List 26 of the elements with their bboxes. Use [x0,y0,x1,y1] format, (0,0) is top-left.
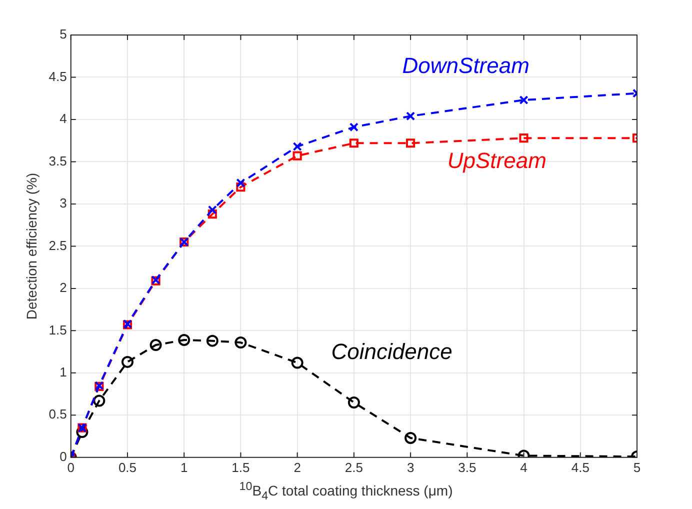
y-axis-title: Detection efficiency (%) [23,172,40,320]
series-label: UpStream [447,148,546,173]
x-tick-label: 2 [294,460,301,475]
x-tick-label: 3 [406,460,414,475]
x-tick-label: 5 [633,460,641,475]
y-tick-label: 3.5 [48,153,67,168]
x-tick-label: 1 [180,460,188,475]
x-tick-label: 0.5 [118,460,137,475]
y-tick-label: 3 [60,196,67,211]
x-tick-label: 4.5 [571,460,590,475]
series-label: Coincidence [331,338,452,364]
y-tick-label: 4.5 [48,68,67,84]
y-tick-label: 0.5 [48,406,67,422]
x-tick-label: 3.5 [458,460,476,475]
y-tick-label: 5 [60,26,67,42]
y-tick-label: 2.5 [48,238,67,253]
x-axis-title: $^{10}$B$_{4}$C total coating thickness (μm) [238,480,454,502]
y-tick-label: 1.5 [48,322,67,338]
y-tick-label: 2 [60,280,67,296]
x-tick-label: 2.5 [344,460,363,475]
x-tick-label: 1.5 [232,460,250,475]
x-tick-label: 4 [520,460,528,475]
y-tick-label: 4 [60,111,67,126]
series-label: DownStream [402,53,530,78]
y-tick-label: 1 [60,364,67,380]
y-tick-label: 0 [60,448,67,464]
